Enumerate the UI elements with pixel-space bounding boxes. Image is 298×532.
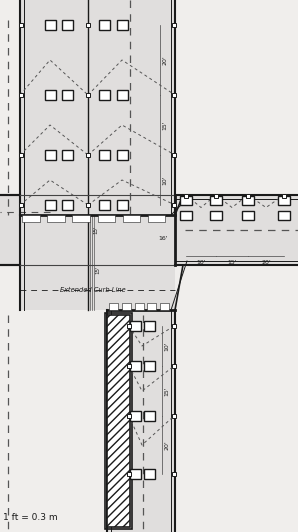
Bar <box>72 215 90 222</box>
Bar <box>19 203 23 207</box>
Text: 20': 20' <box>164 440 170 450</box>
Bar <box>144 361 154 371</box>
Bar <box>172 203 176 207</box>
Bar <box>148 303 156 310</box>
Bar <box>19 153 23 157</box>
Bar <box>0 195 20 265</box>
Bar <box>127 414 131 418</box>
Bar <box>214 194 218 198</box>
Bar <box>99 150 109 160</box>
Bar <box>130 361 140 371</box>
Bar <box>44 200 55 210</box>
Bar <box>47 215 65 222</box>
Bar <box>109 303 118 310</box>
Bar <box>148 215 165 222</box>
Bar <box>130 321 140 331</box>
Bar <box>44 150 55 160</box>
Bar <box>278 211 290 220</box>
Bar <box>117 150 128 160</box>
Bar <box>97 215 115 222</box>
Bar <box>144 321 154 331</box>
Bar <box>61 150 72 160</box>
Bar <box>242 195 254 204</box>
Text: 15': 15' <box>164 386 170 396</box>
Text: 1 ft = 0.3 m: 1 ft = 0.3 m <box>3 513 58 522</box>
Text: 15': 15' <box>162 120 167 130</box>
Bar <box>122 303 131 310</box>
Bar <box>86 93 90 97</box>
Bar <box>105 313 132 529</box>
Bar <box>127 472 131 476</box>
Bar <box>117 20 128 30</box>
Bar <box>160 303 169 310</box>
Bar <box>86 153 90 157</box>
Bar <box>20 0 175 215</box>
Bar <box>99 200 109 210</box>
Bar <box>172 153 176 157</box>
Text: 10': 10' <box>164 341 170 351</box>
Bar <box>99 20 109 30</box>
Bar <box>246 194 250 198</box>
Text: 16': 16' <box>158 236 168 240</box>
Bar <box>172 93 176 97</box>
Text: 10': 10' <box>162 175 167 185</box>
Bar <box>180 195 192 204</box>
Bar <box>242 211 254 220</box>
Text: 15': 15' <box>227 260 237 264</box>
Bar <box>86 203 90 207</box>
Bar <box>61 20 72 30</box>
Bar <box>107 310 175 532</box>
Bar <box>172 324 176 328</box>
Bar <box>127 364 131 368</box>
Bar <box>210 211 222 220</box>
Bar <box>127 324 131 328</box>
Bar <box>61 200 72 210</box>
Bar <box>117 200 128 210</box>
Bar <box>130 411 140 421</box>
Bar <box>172 23 176 27</box>
Bar <box>20 215 175 310</box>
Text: 20': 20' <box>261 260 271 264</box>
Bar <box>19 23 23 27</box>
Bar <box>130 469 140 479</box>
Bar <box>282 194 286 198</box>
Bar <box>175 195 298 265</box>
Text: 15': 15' <box>93 226 98 234</box>
Bar <box>172 414 176 418</box>
Bar <box>180 211 192 220</box>
Bar <box>135 303 144 310</box>
Bar <box>184 194 188 198</box>
Bar <box>144 411 154 421</box>
Bar <box>22 215 40 222</box>
Bar <box>123 215 140 222</box>
Bar <box>210 195 222 204</box>
Bar <box>117 90 128 100</box>
Bar <box>144 469 154 479</box>
Text: Extended Curb Line: Extended Curb Line <box>60 287 126 293</box>
Bar <box>19 93 23 97</box>
Text: 15': 15' <box>95 266 100 275</box>
Bar <box>44 90 55 100</box>
Bar <box>61 90 72 100</box>
Bar <box>99 90 109 100</box>
Bar <box>107 315 130 527</box>
Bar <box>172 472 176 476</box>
Bar <box>44 20 55 30</box>
Bar <box>175 195 298 265</box>
Bar <box>172 364 176 368</box>
Bar <box>86 23 90 27</box>
Text: 10': 10' <box>196 260 206 264</box>
Bar <box>278 195 290 204</box>
Text: 20': 20' <box>162 55 167 65</box>
